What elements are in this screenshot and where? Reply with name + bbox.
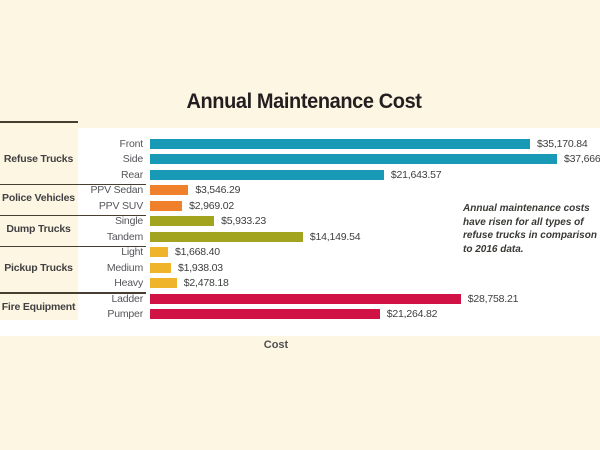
bar-row-label: Single	[115, 215, 143, 227]
annotation-line: to 2016 data.	[463, 243, 524, 255]
bar-value-label: $1,668.40	[175, 246, 220, 258]
bar-value-label: $2,969.02	[189, 199, 234, 212]
bar-row: Ladder $28,758.21	[0, 291, 600, 307]
bar-row: Front $35,170.84	[0, 136, 600, 152]
bar-value-label: $5,933.23	[221, 215, 267, 227]
group-label: Fire Equipment	[1, 300, 76, 313]
bar-row-label: PPV Sedan	[90, 184, 144, 196]
x-axis-label: Cost	[263, 339, 289, 351]
bar-row-label: Tandem	[106, 230, 143, 243]
bar-value-label: $2,478.18	[183, 277, 229, 289]
bar-row: Single $5,933.23	[0, 214, 600, 230]
bar	[150, 216, 215, 227]
bar-row-label: Medium	[106, 261, 143, 274]
bar-row: Tandem $14,149.54	[0, 229, 600, 245]
group-separator-line	[0, 292, 146, 294]
bar-row-label: Side	[122, 153, 143, 165]
bar	[150, 231, 303, 242]
bar	[150, 154, 557, 165]
bar	[150, 309, 380, 320]
bar-row: PPV SUV $2,969.02	[0, 198, 600, 214]
bar-row: Light $1,668.40	[0, 245, 600, 261]
bar-row: Medium $1,938.03	[0, 260, 600, 276]
bar-value-label: $14,149.54	[309, 230, 361, 243]
bar	[150, 278, 177, 289]
bar-row-label: Rear	[121, 168, 143, 181]
bar-row: PPV Sedan $3,546.29	[0, 183, 600, 199]
bar-value-label: $28,758.21	[467, 292, 519, 305]
bar-value-label: $37,666.	[563, 153, 600, 165]
bar-row-label: PPV SUV	[98, 199, 143, 212]
bar-value-label: $21,264.82	[386, 308, 438, 320]
bar	[150, 262, 171, 273]
annotation-note: Annual maintenance costs have risen for a…	[463, 202, 597, 256]
bar	[150, 169, 384, 180]
annotation-line: have risen for all types of	[463, 216, 584, 228]
bar	[150, 185, 189, 196]
group-label: Refuse Trucks	[3, 153, 74, 166]
group-separator-line	[0, 245, 146, 247]
group-label: Police Vehicles	[2, 192, 75, 204]
bar	[150, 138, 530, 149]
bar-row-label: Pumper	[107, 308, 143, 320]
group-separator-line	[0, 183, 146, 185]
bar-value-label: $1,938.03	[177, 261, 223, 274]
bar-row-label: Heavy	[114, 277, 143, 289]
chart-title: Annual Maintenance Cost	[186, 90, 422, 113]
bar-row-label: Front	[119, 137, 143, 150]
category-label-column	[0, 121, 78, 320]
bar-row: Heavy $2,478.18	[0, 276, 600, 292]
group-label: Pickup Trucks	[4, 261, 73, 274]
bar-row: Rear $21,643.57	[0, 167, 600, 183]
bar-row-label: Light	[121, 246, 143, 258]
annotation-line: Annual maintenance costs	[463, 203, 590, 214]
bar-value-label: $3,546.29	[195, 184, 241, 196]
group-label: Dump Trucks	[6, 223, 71, 235]
annotation-line: refuse trucks in comparison	[463, 230, 597, 241]
bar-row-label: Ladder	[111, 292, 144, 305]
bar-row: Pumper $21,264.82	[0, 307, 600, 323]
group-separator-line	[0, 214, 146, 216]
bar-row: Side $37,666.	[0, 152, 600, 168]
bar-value-label: $21,643.57	[390, 168, 442, 181]
bar	[150, 200, 183, 211]
bar-value-label: $35,170.84	[536, 137, 588, 150]
bar	[150, 247, 169, 258]
bar	[150, 293, 461, 304]
